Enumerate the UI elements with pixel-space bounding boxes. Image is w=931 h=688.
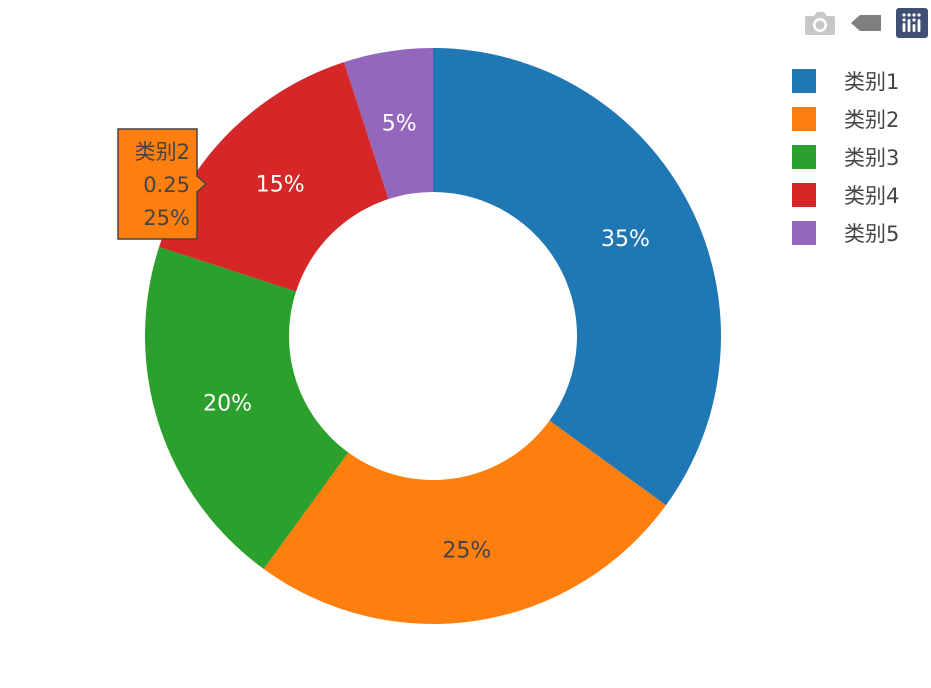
pie-slice[interactable]: [159, 62, 389, 292]
legend-item[interactable]: 类别1: [792, 62, 899, 100]
hover-tooltip: 类别2 0.25 25%: [117, 128, 208, 240]
pie-slice[interactable]: [263, 420, 666, 624]
tag-icon: [851, 15, 881, 31]
modebar: [803, 8, 929, 38]
slices-group: [145, 48, 721, 624]
slice-label: 35%: [601, 227, 650, 252]
slice-label: 20%: [203, 392, 252, 417]
slice-label: 15%: [256, 172, 305, 197]
legend: 类别1 类别2 类别3 类别4 类别5: [792, 62, 899, 252]
slice-label: 5%: [382, 112, 417, 137]
camera-icon: [805, 12, 835, 35]
legend-label: 类别1: [844, 70, 900, 94]
legend-item[interactable]: 类别2: [792, 100, 899, 138]
slice-labels-group: 35% 25% 20% 15% 5%: [203, 112, 650, 564]
legend-label: 类别2: [844, 108, 900, 132]
legend-label: 类别5: [844, 222, 900, 246]
hover-category: 类别2: [135, 140, 190, 164]
legend-item[interactable]: 类别3: [792, 138, 899, 176]
pie-slice[interactable]: [433, 48, 721, 506]
legend-label: 类别3: [844, 146, 900, 170]
legend-swatch: [792, 69, 816, 93]
legend-swatch: [792, 145, 816, 169]
legend-swatch: [792, 107, 816, 131]
hover-compare-button[interactable]: [849, 8, 883, 38]
plotly-logo-icon: [896, 8, 928, 38]
hover-box: [117, 128, 208, 240]
hover-value: 0.25: [143, 173, 190, 197]
pie-slice[interactable]: [344, 48, 433, 200]
legend-item[interactable]: 类别4: [792, 176, 899, 214]
legend-item[interactable]: 类别5: [792, 214, 899, 252]
hover-percent: 25%: [143, 206, 190, 230]
legend-swatch: [792, 183, 816, 207]
download-png-button[interactable]: [803, 8, 837, 38]
plotly-logo-button[interactable]: [895, 8, 929, 38]
slice-label: 25%: [442, 538, 491, 563]
legend-swatch: [792, 221, 816, 245]
legend-label: 类别4: [844, 184, 900, 208]
pie-slice[interactable]: [145, 247, 349, 569]
